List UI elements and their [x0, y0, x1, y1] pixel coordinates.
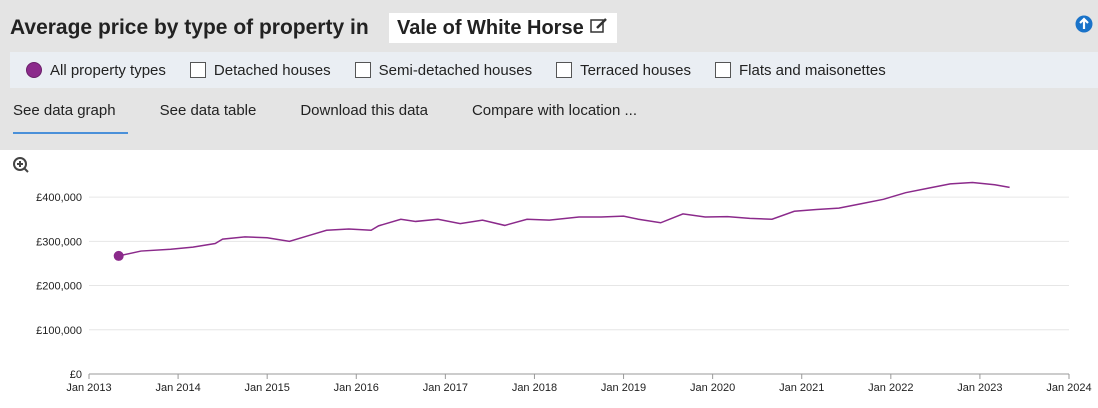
x-tick-label: Jan 2020	[690, 382, 735, 394]
x-tick-label: Jan 2015	[245, 382, 290, 394]
chart: £0 £100,000 £200,000 £300,000 £400,000 Jan 20…	[0, 150, 1098, 408]
checkbox	[714, 62, 731, 78]
x-tick-label: Jan 2016	[334, 382, 379, 394]
y-tick-label: £100,000	[36, 325, 82, 337]
x-tick-label: Jan 2013	[66, 382, 111, 394]
line	[118, 181, 1010, 257]
x-tick-label: Jan 2024	[1046, 382, 1091, 394]
filter-label: Flats and maisonettes	[738, 61, 886, 79]
x-tick-label: Jan 2022	[868, 382, 913, 394]
x-tick-label: Jan 2017	[423, 382, 468, 394]
y-tick-label: £300,000	[36, 236, 82, 248]
x-tick-label: Jan 2018	[512, 382, 557, 394]
x-tick-label: Jan 2021	[779, 382, 824, 394]
y-tick-label: £400,000	[36, 192, 82, 204]
filter-label: Detached houses	[213, 61, 331, 79]
title: Average price by type of property in	[10, 16, 369, 39]
filter-label: All property types	[50, 61, 166, 79]
start-marker	[113, 250, 124, 261]
x-tick-label: Jan 2019	[601, 382, 646, 394]
filter-label: Semi-detached houses	[378, 61, 533, 79]
tab[interactable]: See data graph	[13, 98, 138, 134]
x-tick-label: Jan 2023	[957, 382, 1002, 394]
filter-option[interactable]: Detached houses	[189, 61, 331, 79]
filter-label: Terraced houses	[580, 61, 691, 79]
back-to-top[interactable]	[1075, 15, 1093, 33]
checkbox	[556, 62, 573, 78]
y-tick-label: £200,000	[36, 281, 82, 293]
tabs: See data graph See data table Download thi…	[0, 98, 659, 134]
checkbox	[354, 62, 371, 78]
edit-icon	[590, 18, 608, 33]
filter-option[interactable]: Terraced houses	[556, 62, 691, 79]
filter-option[interactable]: All property types	[26, 62, 166, 79]
header: Average price by type of property in Val…	[0, 0, 1098, 46]
location: Vale of White Horse	[397, 17, 584, 39]
tab[interactable]: See data table	[159, 102, 257, 119]
x-tick-label: Jan 2014	[155, 382, 200, 394]
y-tick-label: £0	[70, 369, 82, 381]
location-selector[interactable]: Vale of White Horse	[389, 13, 618, 43]
tab[interactable]: Compare with location ...	[471, 102, 638, 119]
checkbox	[189, 62, 206, 78]
zoom-icon[interactable]	[13, 157, 29, 173]
filter-row: All property types Detached houses Semi-de…	[10, 52, 1098, 88]
chart-bg	[0, 150, 1098, 408]
filter-option[interactable]: Flats and maisonettes	[714, 61, 886, 79]
checkbox	[26, 62, 42, 78]
filter-option[interactable]: Semi-detached houses	[354, 61, 533, 79]
tab[interactable]: Download this data	[300, 102, 428, 119]
